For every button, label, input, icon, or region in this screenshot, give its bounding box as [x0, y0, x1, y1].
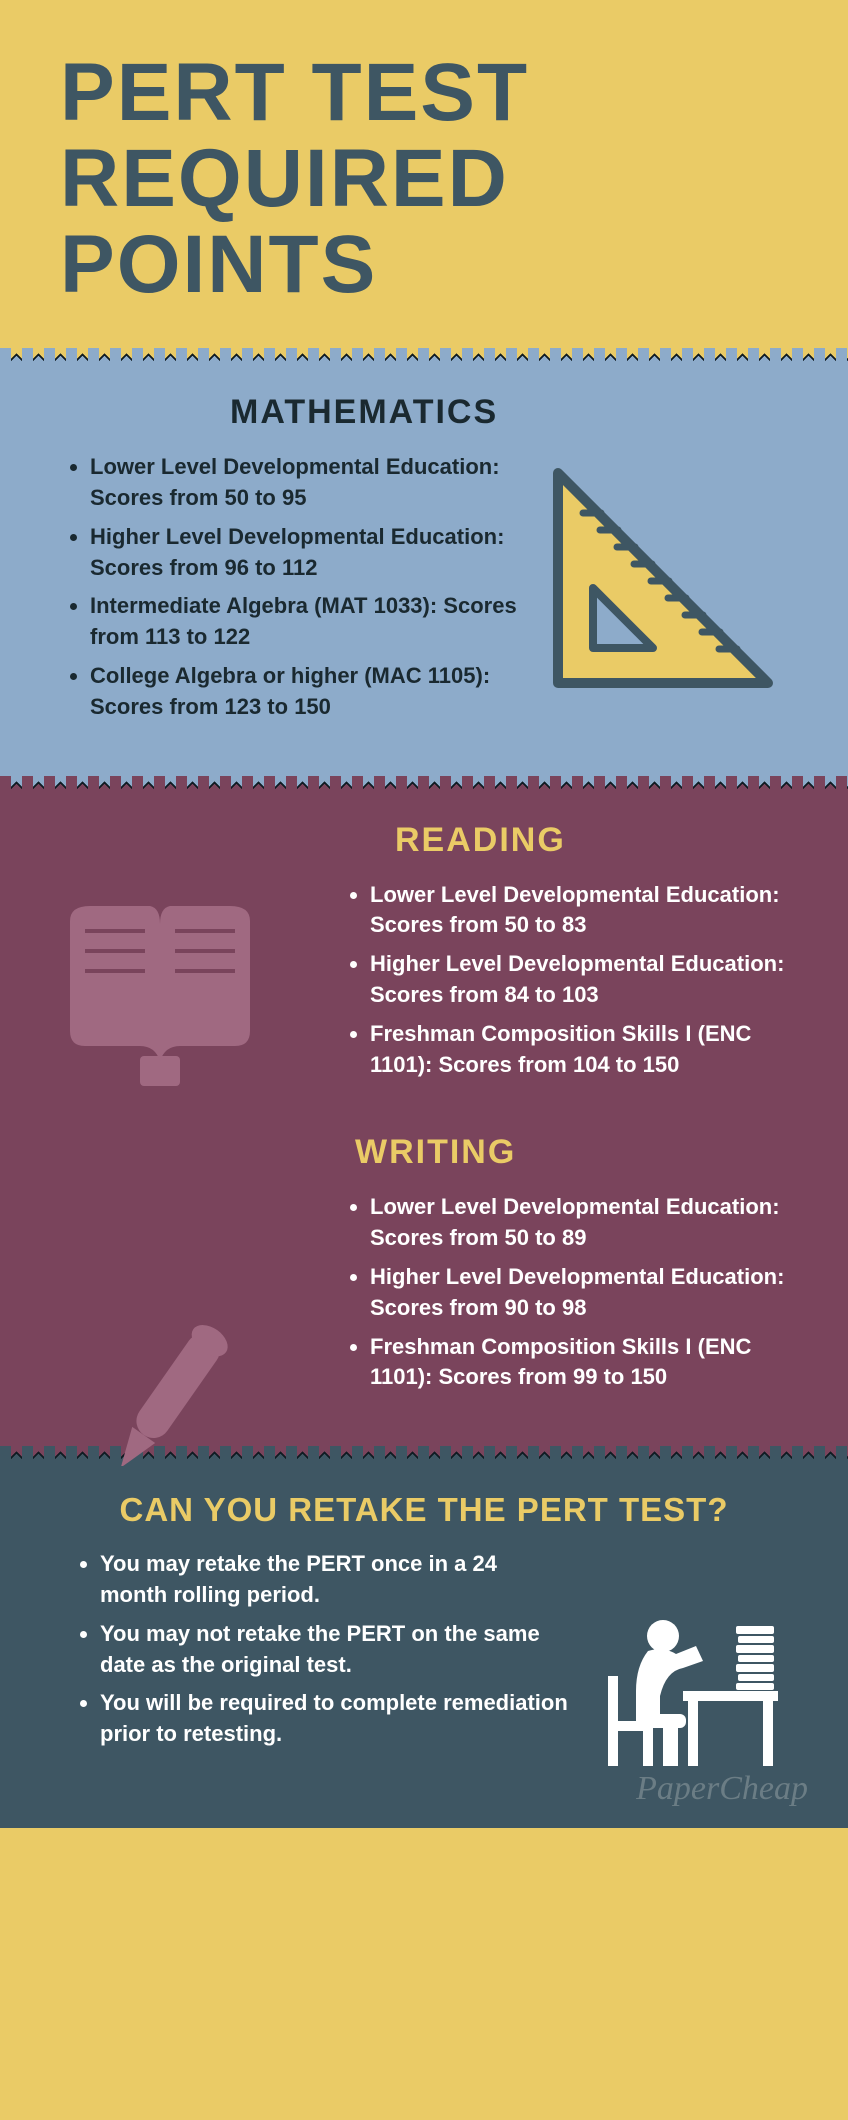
section-retake: CAN YOU RETAKE THE PERT TEST? You may re…: [0, 1466, 848, 1828]
divider-zigzag: [0, 776, 848, 796]
set-square-icon: [543, 458, 783, 703]
page-title: PERT TEST REQUIRED POINTS: [60, 50, 788, 308]
divider-zigzag: [0, 348, 848, 368]
list-item: Lower Level Developmental Education: Sco…: [370, 1192, 790, 1254]
header: PERT TEST REQUIRED POINTS: [0, 0, 848, 348]
list-item: College Algebra or higher (MAC 1105): Sc…: [90, 661, 550, 723]
brand-watermark: PaperCheap: [636, 1770, 808, 1808]
infographic-container: PERT TEST REQUIRED POINTS MATHEMATICS Lo…: [0, 0, 848, 1828]
list-item: Freshman Composition Skills I (ENC 1101)…: [370, 1332, 790, 1394]
list-item: Lower Level Developmental Education: Sco…: [90, 452, 550, 514]
section-reading-writing: READING Lower Level Developmental Educat…: [0, 796, 848, 1447]
open-book-icon: [55, 896, 265, 1101]
reading-list: Lower Level Developmental Education: Sco…: [340, 880, 790, 1081]
list-item: You will be required to complete remedia…: [100, 1688, 570, 1750]
retake-list: You may retake the PERT once in a 24 mon…: [60, 1549, 570, 1750]
section-title-mathematics: MATHEMATICS: [60, 393, 788, 432]
list-item: You may not retake the PERT on the same …: [100, 1619, 570, 1681]
list-item: Lower Level Developmental Education: Sco…: [370, 880, 790, 942]
section-title-writing: WRITING: [60, 1133, 788, 1172]
writing-list: Lower Level Developmental Education: Sco…: [340, 1192, 790, 1393]
title-line-2: REQUIRED POINTS: [60, 133, 509, 310]
list-item: You may retake the PERT once in a 24 mon…: [100, 1549, 570, 1611]
section-title-reading: READING: [60, 821, 788, 860]
list-item: Higher Level Developmental Education: Sc…: [370, 1262, 790, 1324]
list-item: Intermediate Algebra (MAT 1033): Scores …: [90, 591, 550, 653]
list-item: Higher Level Developmental Education: Sc…: [370, 949, 790, 1011]
section-title-retake: CAN YOU RETAKE THE PERT TEST?: [60, 1491, 788, 1529]
list-item: Freshman Composition Skills I (ENC 1101)…: [370, 1019, 790, 1081]
list-item: Higher Level Developmental Education: Sc…: [90, 522, 550, 584]
mathematics-list: Lower Level Developmental Education: Sco…: [60, 452, 550, 722]
section-mathematics: MATHEMATICS Lower Level Developmental Ed…: [0, 368, 848, 775]
student-at-desk-icon: [588, 1596, 788, 1791]
title-line-1: PERT TEST: [60, 47, 529, 138]
